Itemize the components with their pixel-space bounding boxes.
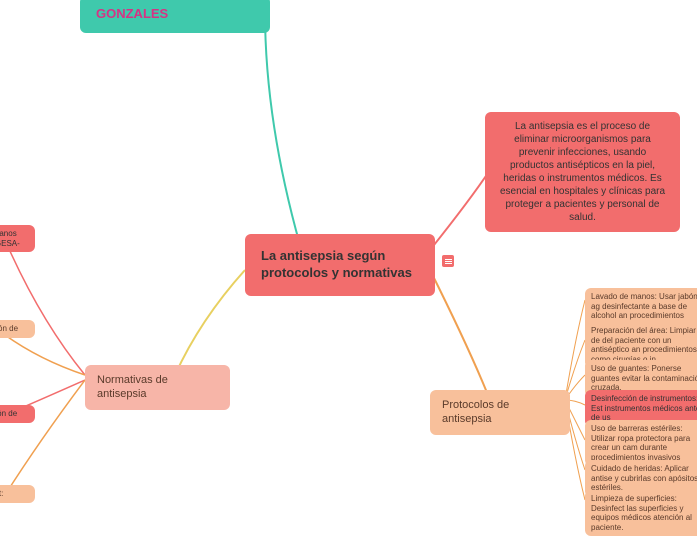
normativas-label: Normativas de antisepsia bbox=[97, 374, 168, 400]
normativa-text-3: entos de t: bbox=[0, 489, 3, 498]
protocolo-text-1: Preparación del área: Limpiar y de del p… bbox=[591, 326, 697, 364]
protocolo-text-5: Cuidado de heridas: Aplicar antise y cub… bbox=[591, 464, 697, 492]
normativa-item-1[interactable]: ón y ención de bbox=[0, 320, 35, 338]
protocolos-label: Protocolos de antisepsia bbox=[442, 399, 509, 425]
protocolo-item-6[interactable]: Limpieza de superficies: Desinfect las s… bbox=[585, 490, 697, 536]
normativa-text-0: ene de Manos INSA/DIGESA- bbox=[0, 229, 20, 248]
normativa-item-0[interactable]: ene de Manos INSA/DIGESA- bbox=[0, 225, 35, 252]
protocolo-text-6: Limpieza de superficies: Desinfect las s… bbox=[591, 494, 692, 532]
top-label: GONZALES bbox=[96, 6, 168, 21]
definition-text: La antisepsia es el proceso de eliminar … bbox=[500, 121, 665, 223]
protocolo-text-2: Uso de guantes: Ponerse guantes evitar l… bbox=[591, 364, 697, 392]
normativa-text-2: esinfección de bbox=[0, 409, 17, 418]
normativa-text-1: ón y ención de bbox=[0, 324, 18, 333]
normativas-node[interactable]: Normativas de antisepsia bbox=[85, 365, 230, 410]
protocolo-text-3: Desinfección de instrumentos: Est instru… bbox=[591, 394, 697, 422]
top-node[interactable]: GONZALES bbox=[80, 0, 270, 33]
normativa-item-2[interactable]: esinfección de bbox=[0, 405, 35, 423]
definition-node[interactable]: La antisepsia es el proceso de eliminar … bbox=[485, 112, 680, 232]
menu-icon[interactable] bbox=[442, 255, 454, 267]
protocolo-text-4: Uso de barreras estériles: Utilizar ropa… bbox=[591, 424, 690, 462]
central-label: La antisepsia según protocolos y normati… bbox=[261, 248, 412, 280]
central-node[interactable]: La antisepsia según protocolos y normati… bbox=[245, 234, 435, 296]
normativa-item-3[interactable]: entos de t: bbox=[0, 485, 35, 503]
protocolos-node[interactable]: Protocolos de antisepsia bbox=[430, 390, 570, 435]
